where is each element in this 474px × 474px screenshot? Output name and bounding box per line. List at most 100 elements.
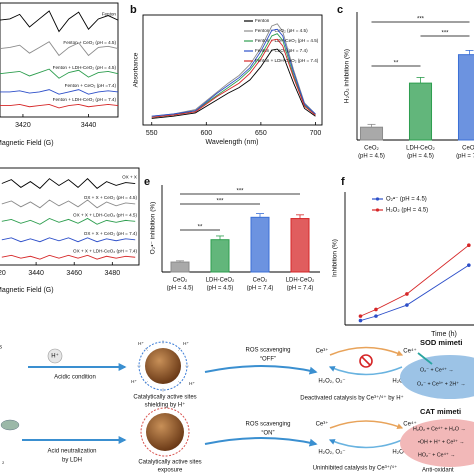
series-line [0,89,119,95]
reactants: H₂O₂, O₂⁻ [318,379,345,385]
panel-letter: f [341,176,345,188]
x-tick-label: (pH = 7.4) [247,286,274,292]
x-tick-label: (pH = 7.4) [287,286,314,292]
mimetic-title: CAT mimeti [420,407,461,416]
legend-swatch [375,208,380,212]
legend-label: Fenton [255,18,270,23]
legend-label: Fenton + CeO₂ (pH =7.4) [65,83,117,88]
series-line [151,48,316,119]
x-tick-label: (pH = 4.5) [358,154,385,160]
sites-text: exposure [158,468,183,474]
arrow [417,352,433,365]
series-line [0,68,119,79]
bar [250,216,270,273]
x-axis-label: Time (h) [431,331,457,338]
series-line [1,178,136,189]
series-line [1,217,136,225]
significance-label: *** [216,199,224,205]
plot-frame [0,167,140,266]
reaction: H₂O₂ + Ce⁴⁺ + H₂O → [413,426,466,432]
series-line [0,41,119,57]
x-tick-label: (pH = 4.5) [207,286,234,292]
legend-label: Fenton + CeO₂ (pH = 7.4) [255,48,308,53]
ldh-shell [140,407,190,457]
legend-label: O₂•⁻ (pH = 4.5) [386,197,427,203]
arrow [204,365,318,375]
legend-label: Fenton + LDH-CeO₂ (pH = 7.4) [53,97,117,102]
bar [170,261,190,273]
cycle-arrow [329,420,404,430]
y-axis-label: O₂•⁻ inhibition (%) [150,202,157,255]
significance-label: *** [417,17,425,23]
proton-icon [47,348,63,364]
reaction: •OH + H⁺ + Ce³⁺ → [418,439,465,445]
catalysis-text: Deactivated catalysis by Ce³⁺/⁴⁺ by H⁺ [300,395,403,402]
legend-label: Fenton [102,11,117,16]
legend-label: OX + X + LDH-CeO₂ (pH = 4.5) [73,213,137,218]
x-tick-label: LDH-CeO₂ [286,278,315,284]
point [467,263,471,267]
x-tick-label: LDH-CeO₂ [406,146,435,152]
x-tick-label: 650 [255,130,267,137]
ce4: Ce⁴⁺ [403,421,416,428]
x-axis-label: Wavelength (nm) [205,139,258,146]
edge-text: ₂ [2,460,5,466]
reaction: O₂⁻ + Ce³⁺ + 2H⁺ → [417,381,466,387]
legend-label: OX + X [122,175,137,180]
legend-label: Fenton + CeO₂ (pH = 4.5) [255,28,308,33]
proton-label: H⁺ [183,341,189,346]
ros-text: ROS scavenging [245,422,290,428]
note: Anti-oxidant [422,468,454,474]
ceria-core [145,348,181,384]
bar [359,126,384,141]
significance-label: ** [394,61,399,67]
reaction: HO₂⁻ + Ce⁴⁺ → [418,452,455,458]
x-tick-label: (pH = 4.5) [407,154,434,160]
x-tick-label: 3440 [81,122,97,129]
x-tick-label: (pH = 7.4) [456,154,474,160]
legend-label: H₂O₂ (pH = 4.5) [386,208,428,214]
point [467,243,471,247]
series-line [0,104,119,109]
state-text: “OFF” [260,357,276,363]
x-tick-label: 550 [146,130,158,137]
bar [290,218,310,273]
cat-ellipse [400,419,474,467]
point [405,303,409,307]
series-line [1,237,136,243]
series-line [151,23,316,117]
x-tick-label: (pH = 4.5) [167,286,194,292]
cycle-arrow [329,346,404,356]
bar [210,239,230,273]
panel-letter: b [130,4,137,16]
point [358,314,363,318]
ldh-icon [0,419,20,431]
arrow [204,437,318,447]
ros-text: ROS scavenging [245,348,290,354]
x-tick-label: CeO₂ [173,278,188,284]
proton-label: H⁺ [51,353,59,360]
legend-label: OX + X + CeO₂ (pH = 4.5) [84,195,138,200]
y-axis-label: Inhibition (%) [332,239,339,277]
panel-letter: c [337,4,343,16]
x-tick-label: 3480 [105,270,121,277]
cycle-arrow [328,439,403,449]
bar [408,82,433,141]
reaction: O₂⁻ + Ce⁴⁺ → [420,367,454,373]
sites-text: shielding by H⁺ [145,402,186,409]
proton-shell [138,341,188,391]
x-tick-label: CeO₂ [462,146,474,152]
ce4: Ce⁴⁺ [403,348,416,355]
series-line [1,254,136,260]
legend-label: OX + X + LDH-CeO₂ (pH = 7.4) [73,248,137,253]
reactants: H₂O₂, O₂⁻ [318,450,345,456]
ceria-core [146,413,184,451]
point [405,292,409,296]
series-line [151,28,316,117]
edge-text: s [0,345,2,351]
legend-label: Fenton + CeO₂ (pH = 4.5) [63,40,116,45]
legend-swatch [375,197,380,201]
x-axis-label: Magnetic Field (G) [0,287,54,294]
